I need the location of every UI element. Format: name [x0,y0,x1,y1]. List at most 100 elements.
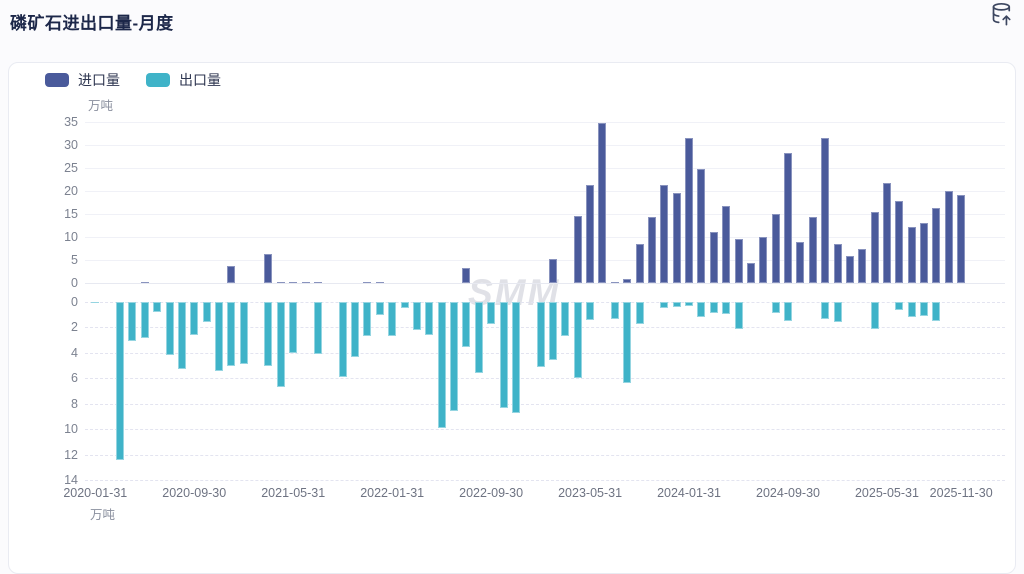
export-bar [351,302,360,357]
export-legend-label: 出口量 [179,72,221,88]
export-bar [437,302,446,428]
import-legend-label: 进口量 [78,72,120,88]
export-bar [450,302,459,412]
x-axis-tick-label: 2020-01-31 [63,486,128,500]
import-bar [845,256,854,283]
export-bar [190,302,199,336]
export-bar [388,302,397,337]
import-bar [313,282,322,283]
export-bar [363,302,372,337]
top-axis-tick: 0 [71,276,78,290]
import-bar [301,282,310,283]
export-bar [610,302,619,319]
import-bar [907,227,916,283]
x-axis-tick-label: 2020-09-30 [162,486,227,500]
export-bar [91,302,100,304]
export-data-button[interactable] [987,2,1017,32]
top-axis-tick: 30 [64,138,78,152]
import-bar [610,282,619,283]
export-bar [536,302,545,367]
export-bar [548,302,557,361]
legend-item-export[interactable]: 出口量 [146,70,221,90]
top-gridline [85,260,1005,261]
import-bar [870,212,879,283]
export-bar [635,302,644,324]
export-bar [586,302,595,320]
bottom-gridline [85,327,1005,329]
import-bar [821,137,830,283]
top-gridline [85,145,1005,146]
import-bar [858,248,867,283]
import-bar [784,152,793,283]
top-axis-unit-label: 万吨 [88,99,114,113]
export-bar [833,302,842,323]
bottom-axis-tick: 8 [71,396,78,411]
import-bar [623,279,632,283]
export-bar [227,302,236,366]
export-bar [784,302,793,322]
import-bar [573,216,582,283]
x-axis-tick-label: 2022-09-30 [459,486,524,500]
top-gridline [85,214,1005,215]
import-bar [882,182,891,283]
legend-item-import[interactable]: 进口量 [45,70,120,90]
x-axis-tick-label: 2023-05-31 [558,486,623,500]
top-gridline [85,122,1005,123]
export-bar [685,302,694,307]
import-bar [289,282,298,283]
bottom-gridline [85,378,1005,380]
bottom-gridline [85,480,1005,481]
export-bar [165,302,174,356]
import-bar [932,208,941,283]
import-bar [647,216,656,283]
export-bar [400,302,409,309]
bottom-axis-tick: 0 [71,295,78,309]
export-bar [425,302,434,336]
import-bar [264,253,273,283]
export-bar [412,302,421,330]
export-bar [672,302,681,308]
export-bar [276,302,285,388]
export-bar [697,302,706,318]
x-axis-tick-label: 2025-11-30 [929,486,993,500]
export-bar [561,302,570,337]
import-legend-swatch [45,73,69,87]
export-bar [821,302,830,319]
export-bar [264,302,273,366]
page-title: 磷矿石进出口量-月度 [10,14,174,33]
x-axis-tick-label: 2024-01-31 [657,486,722,500]
export-bar [153,302,162,313]
export-bar [202,302,211,323]
import-bar [548,259,557,283]
top-axis-tick: 10 [64,230,78,244]
top-gridline [85,237,1005,238]
export-bar [932,302,941,322]
import-bar [808,217,817,283]
import-bar [771,214,780,283]
export-bar [116,302,125,460]
import-bar [759,237,768,283]
export-bar [734,302,743,329]
x-axis-tick-label: 2025-05-31 [854,486,919,500]
export-bar [660,302,669,309]
top-gridline [85,168,1005,169]
import-bar [586,185,595,283]
bottom-axis-tick: 2 [71,320,78,335]
export-bar [870,302,879,330]
export-bar [771,302,780,314]
export-bar [623,302,632,384]
import-bar [375,282,384,283]
bottom-axis-tick: 12 [64,447,78,462]
bottom-axis-tick: 4 [71,345,78,360]
bottom-gridline [85,302,1005,303]
import-bar [140,282,149,283]
import-bar [660,184,669,283]
import-bar [957,195,966,283]
database-export-icon [989,1,1016,33]
export-bar [375,302,384,315]
bottom-axis-tick: 14 [64,473,78,487]
top-axis-tick: 5 [71,253,78,267]
import-bar [598,123,607,283]
export-bar [895,302,904,310]
import-bar [796,242,805,283]
